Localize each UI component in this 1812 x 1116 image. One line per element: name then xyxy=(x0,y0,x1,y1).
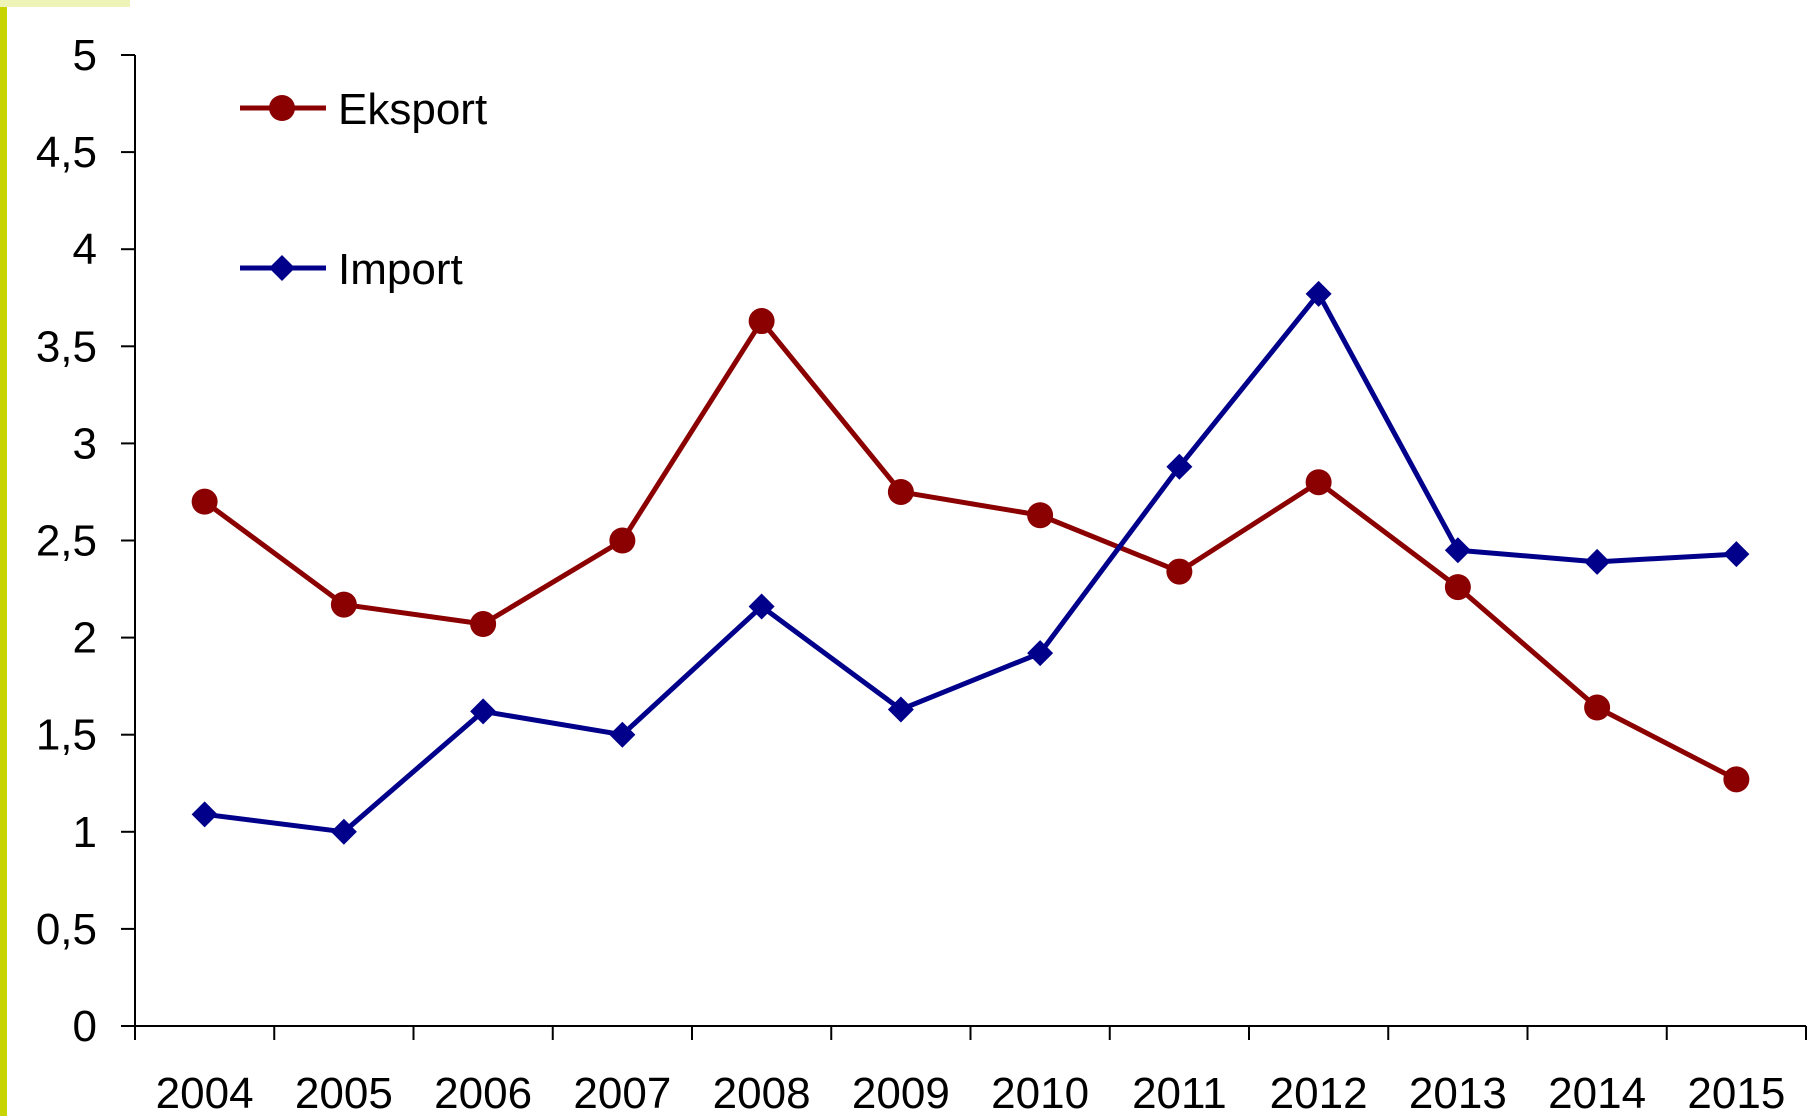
data-point-eksport xyxy=(748,308,775,335)
data-point-import xyxy=(1444,537,1471,564)
legend-item-eksport: Eksport xyxy=(240,85,487,134)
legend-import-marker xyxy=(269,255,295,281)
legend-eksport-label: Eksport xyxy=(338,85,487,134)
series-line-eksport xyxy=(203,318,1738,782)
top-left-accent xyxy=(0,0,130,7)
data-point-eksport xyxy=(191,488,218,515)
data-point-import xyxy=(609,721,636,748)
series-layer xyxy=(191,280,1750,845)
x-tick-label: 2012 xyxy=(1270,1069,1368,1116)
data-point-eksport xyxy=(330,591,357,618)
legend-item-import: Import xyxy=(240,245,463,294)
data-point-import xyxy=(1723,541,1750,568)
data-point-import xyxy=(191,801,218,828)
left-accent-bar xyxy=(0,0,7,1116)
data-point-import xyxy=(330,818,357,845)
legend: Eksport Import xyxy=(240,85,487,294)
data-point-eksport xyxy=(1027,502,1054,529)
data-point-import xyxy=(1584,548,1611,575)
data-point-eksport xyxy=(1444,574,1471,601)
x-tick-label: 2011 xyxy=(1132,1069,1227,1116)
y-tick-label: 3,5 xyxy=(36,322,97,371)
legend-import-label: Import xyxy=(338,245,463,294)
data-point-import xyxy=(1305,280,1332,307)
x-tick-label: 2010 xyxy=(991,1069,1089,1116)
data-point-import xyxy=(1166,453,1193,480)
x-tick-label: 2015 xyxy=(1687,1069,1785,1116)
y-tick-label: 4,5 xyxy=(36,128,97,177)
y-tick-label: 1 xyxy=(73,808,97,857)
legend-eksport-marker xyxy=(269,95,295,121)
x-ticks: 2004 2005 2006 2007 2008 2009 2010 2011 2012 2013… xyxy=(134,1026,1807,1116)
y-tick-label: 0 xyxy=(73,1002,97,1051)
data-point-eksport xyxy=(1584,694,1611,721)
x-tick-label: 2014 xyxy=(1548,1069,1646,1116)
series-line-import xyxy=(204,291,1737,835)
data-point-import xyxy=(470,698,497,725)
data-point-eksport xyxy=(609,527,636,554)
data-point-eksport xyxy=(1305,469,1332,496)
y-tick-label: 0,5 xyxy=(36,905,97,954)
x-tick-label: 2007 xyxy=(573,1069,671,1116)
y-ticks: 0 0,5 1 1,5 2 2,5 3 3,5 4 4,5 5 xyxy=(36,31,135,1051)
y-tick-label: 2,5 xyxy=(36,517,97,566)
data-point-import xyxy=(1027,640,1054,667)
data-point-import xyxy=(887,696,914,723)
y-tick-label: 5 xyxy=(73,31,97,80)
y-tick-label: 4 xyxy=(73,225,97,274)
data-point-eksport xyxy=(887,478,914,505)
data-point-eksport xyxy=(1166,558,1193,585)
data-point-eksport xyxy=(1723,766,1750,793)
y-tick-label: 2 xyxy=(73,614,97,663)
data-point-eksport xyxy=(470,611,497,638)
x-tick-label: 2009 xyxy=(852,1069,950,1116)
x-tick-label: 2006 xyxy=(434,1069,532,1116)
y-tick-label: 3 xyxy=(73,419,97,468)
axes xyxy=(134,55,1806,1027)
data-point-import xyxy=(748,593,775,620)
y-tick-label: 1,5 xyxy=(36,711,97,760)
x-tick-label: 2013 xyxy=(1409,1069,1507,1116)
x-tick-label: 2004 xyxy=(156,1069,254,1116)
x-tick-label: 2005 xyxy=(295,1069,393,1116)
x-tick-label: 2008 xyxy=(713,1069,811,1116)
